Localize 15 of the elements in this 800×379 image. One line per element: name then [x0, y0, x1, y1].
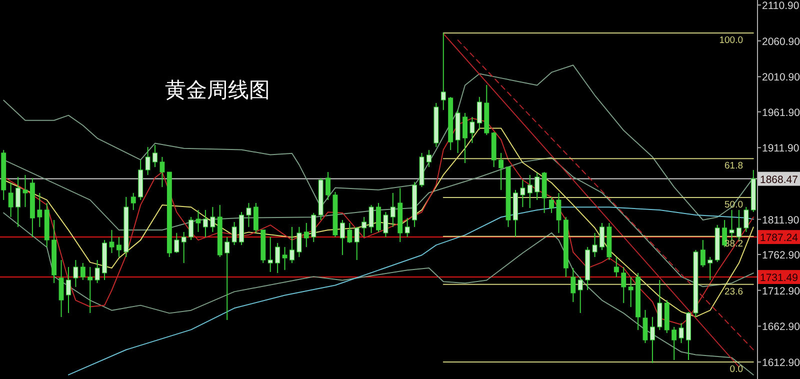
y-tick-label: 2060.90	[762, 36, 800, 48]
y-tick-label: 1811.90	[762, 214, 800, 226]
y-tick-label: 1612.90	[762, 357, 800, 370]
y-tick-label: 2010.90	[762, 72, 800, 84]
y-tick-label: 1762.90	[762, 249, 800, 262]
text: 黄金周线图	[165, 79, 270, 102]
y-tick-label: 1712.90	[762, 285, 800, 298]
series-label: 23.6	[724, 286, 743, 298]
y-tick-label: 2110.90	[762, 0, 800, 12]
series-label: 61.8	[724, 160, 743, 172]
series-label: 0.0	[730, 364, 743, 376]
y-tick-label: 1961.90	[762, 106, 800, 119]
series-label: 100.0	[719, 34, 743, 46]
y-tick-label: 1662.90	[762, 321, 800, 334]
y-tick-label: 1911.90	[762, 142, 800, 155]
